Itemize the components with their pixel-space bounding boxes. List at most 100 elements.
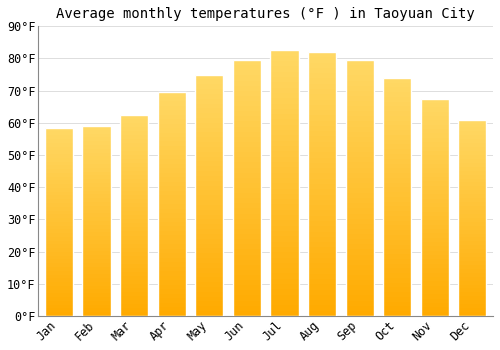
Bar — [308, 174, 336, 179]
Bar — [120, 247, 148, 252]
Bar — [346, 96, 374, 101]
Bar — [383, 302, 412, 307]
Bar — [82, 198, 110, 202]
Bar — [383, 235, 412, 240]
Bar — [120, 268, 148, 272]
Bar — [120, 292, 148, 296]
Bar — [232, 188, 261, 193]
Bar — [158, 222, 186, 226]
Bar — [383, 78, 412, 83]
Bar — [346, 132, 374, 137]
Bar — [346, 295, 374, 301]
Bar — [195, 263, 224, 268]
Bar — [420, 173, 449, 177]
Bar — [270, 114, 298, 119]
Bar — [383, 173, 412, 178]
Bar — [420, 251, 449, 255]
Bar — [420, 116, 449, 120]
Bar — [308, 221, 336, 226]
Bar — [420, 168, 449, 173]
Bar — [158, 213, 186, 218]
Bar — [270, 104, 298, 109]
Bar — [458, 288, 486, 292]
Bar — [232, 295, 261, 301]
Bar — [420, 229, 449, 233]
Bar — [120, 280, 148, 284]
Bar — [308, 279, 336, 284]
Bar — [383, 259, 412, 264]
Bar — [383, 216, 412, 221]
Bar — [458, 218, 486, 222]
Bar — [120, 256, 148, 260]
Bar — [458, 226, 486, 230]
Bar — [458, 233, 486, 237]
Bar — [346, 306, 374, 311]
Bar — [270, 56, 298, 61]
Bar — [158, 92, 186, 316]
Bar — [346, 76, 374, 80]
Bar — [270, 284, 298, 289]
Bar — [45, 203, 73, 207]
Bar — [308, 68, 336, 73]
Bar — [420, 99, 449, 316]
Bar — [420, 190, 449, 194]
Bar — [195, 176, 224, 181]
Bar — [232, 127, 261, 132]
Bar — [270, 241, 298, 247]
Bar — [232, 183, 261, 188]
Bar — [383, 121, 412, 125]
Bar — [45, 256, 73, 259]
Bar — [308, 89, 336, 94]
Bar — [346, 250, 374, 254]
Bar — [158, 191, 186, 195]
Bar — [195, 219, 224, 224]
Bar — [270, 109, 298, 114]
Bar — [45, 135, 73, 139]
Bar — [82, 168, 110, 172]
Bar — [308, 289, 336, 295]
Bar — [82, 271, 110, 274]
Bar — [232, 142, 261, 147]
Bar — [120, 199, 148, 203]
Bar — [82, 210, 110, 214]
Bar — [45, 180, 73, 184]
Bar — [346, 178, 374, 183]
Bar — [420, 255, 449, 259]
Bar — [45, 278, 73, 282]
Bar — [158, 302, 186, 307]
Bar — [346, 301, 374, 306]
Bar — [195, 311, 224, 316]
Bar — [232, 254, 261, 260]
Bar — [158, 294, 186, 298]
Bar — [82, 214, 110, 217]
Bar — [120, 167, 148, 171]
Bar — [270, 247, 298, 252]
Bar — [232, 76, 261, 80]
Bar — [458, 139, 486, 143]
Bar — [82, 202, 110, 206]
Bar — [420, 233, 449, 238]
Bar — [308, 126, 336, 131]
Bar — [45, 173, 73, 177]
Bar — [158, 276, 186, 280]
Bar — [346, 244, 374, 250]
Bar — [120, 127, 148, 131]
Bar — [383, 78, 412, 316]
Bar — [346, 60, 374, 316]
Bar — [45, 192, 73, 195]
Bar — [346, 260, 374, 265]
Bar — [232, 260, 261, 265]
Bar — [158, 137, 186, 141]
Bar — [82, 236, 110, 240]
Bar — [270, 204, 298, 210]
Bar — [158, 159, 186, 164]
Bar — [120, 236, 148, 239]
Bar — [232, 234, 261, 239]
Bar — [82, 267, 110, 271]
Bar — [45, 210, 73, 214]
Bar — [270, 189, 298, 194]
Bar — [195, 181, 224, 186]
Bar — [346, 116, 374, 121]
Bar — [45, 147, 73, 150]
Bar — [158, 146, 186, 150]
